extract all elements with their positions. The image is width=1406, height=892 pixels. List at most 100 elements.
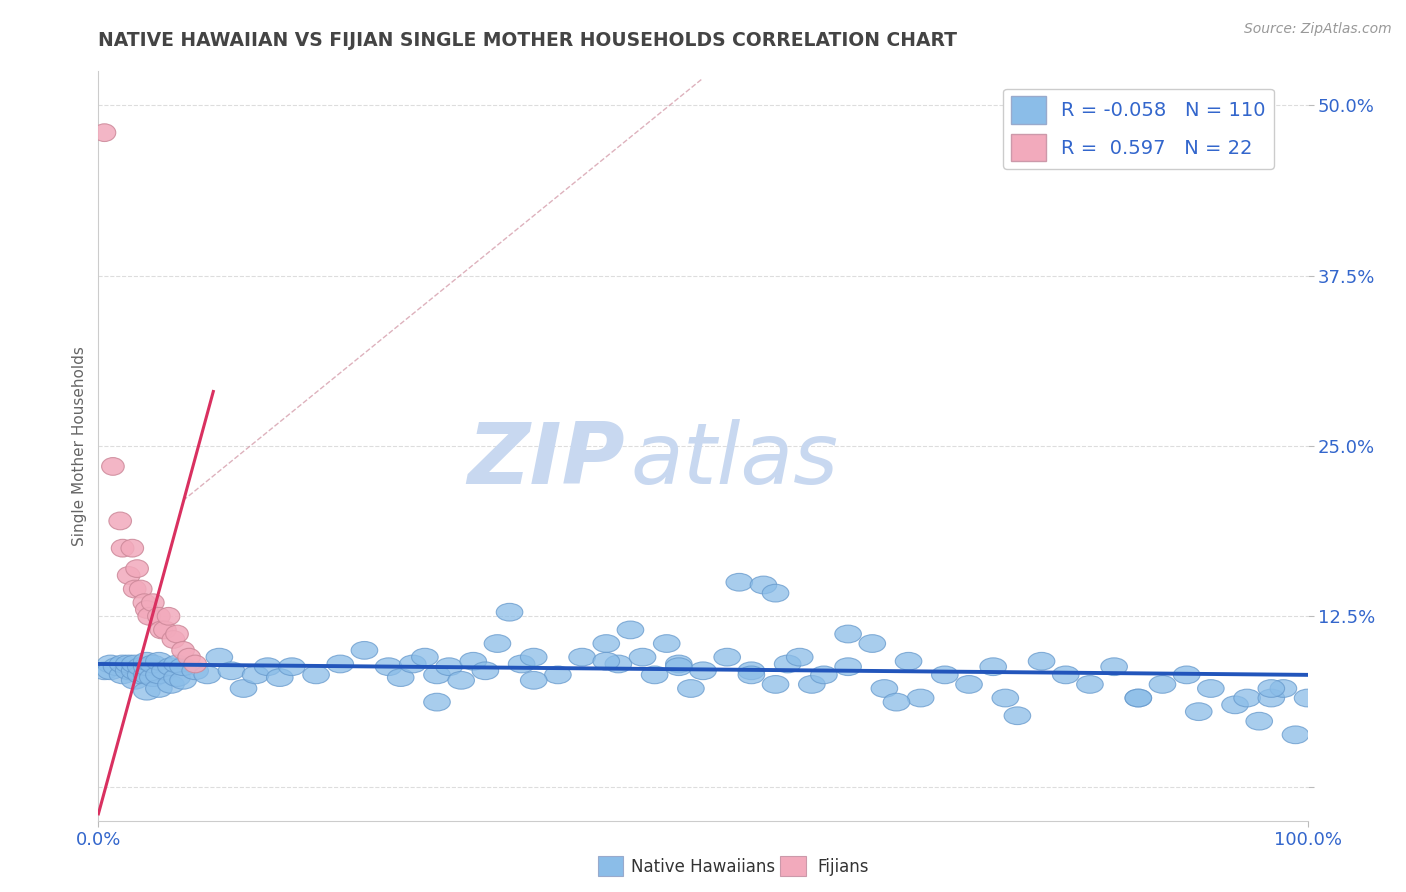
Ellipse shape	[738, 666, 765, 684]
Ellipse shape	[170, 657, 197, 675]
Ellipse shape	[91, 662, 118, 680]
Ellipse shape	[1125, 690, 1152, 706]
Ellipse shape	[641, 666, 668, 684]
Ellipse shape	[150, 621, 173, 639]
Ellipse shape	[267, 669, 292, 687]
Ellipse shape	[980, 657, 1007, 675]
Ellipse shape	[110, 655, 136, 673]
Ellipse shape	[148, 607, 170, 625]
Text: atlas: atlas	[630, 419, 838, 502]
Ellipse shape	[907, 690, 934, 706]
Ellipse shape	[124, 580, 146, 598]
Ellipse shape	[725, 574, 752, 591]
Ellipse shape	[163, 655, 190, 673]
Ellipse shape	[177, 648, 201, 666]
Ellipse shape	[520, 648, 547, 666]
Ellipse shape	[484, 635, 510, 652]
Ellipse shape	[111, 540, 134, 557]
Ellipse shape	[242, 666, 269, 684]
Ellipse shape	[121, 662, 148, 680]
Ellipse shape	[872, 680, 897, 698]
Ellipse shape	[1149, 675, 1175, 693]
Ellipse shape	[108, 512, 132, 530]
Ellipse shape	[139, 655, 166, 673]
Ellipse shape	[762, 584, 789, 602]
Ellipse shape	[738, 662, 765, 680]
Ellipse shape	[146, 680, 172, 698]
Ellipse shape	[134, 682, 160, 700]
Ellipse shape	[1270, 680, 1296, 698]
Ellipse shape	[142, 594, 165, 612]
Ellipse shape	[1222, 696, 1249, 714]
FancyBboxPatch shape	[598, 856, 623, 876]
Ellipse shape	[1101, 657, 1128, 675]
Ellipse shape	[157, 607, 180, 625]
Ellipse shape	[654, 635, 681, 652]
Ellipse shape	[115, 662, 142, 680]
Ellipse shape	[665, 657, 692, 675]
Ellipse shape	[172, 641, 194, 659]
Ellipse shape	[1295, 690, 1320, 706]
Ellipse shape	[1198, 680, 1225, 698]
Ellipse shape	[135, 600, 157, 618]
Ellipse shape	[218, 662, 245, 680]
Ellipse shape	[544, 666, 571, 684]
Ellipse shape	[399, 655, 426, 673]
Ellipse shape	[101, 458, 124, 475]
Ellipse shape	[125, 560, 149, 577]
Ellipse shape	[436, 657, 463, 675]
Ellipse shape	[678, 680, 704, 698]
Ellipse shape	[110, 666, 136, 684]
Ellipse shape	[181, 662, 208, 680]
Legend: R = -0.058   N = 110, R =  0.597   N = 22: R = -0.058 N = 110, R = 0.597 N = 22	[1002, 88, 1274, 169]
Ellipse shape	[138, 607, 160, 625]
Ellipse shape	[751, 576, 776, 594]
Ellipse shape	[146, 666, 172, 684]
Ellipse shape	[1174, 666, 1199, 684]
Ellipse shape	[134, 657, 160, 675]
Ellipse shape	[166, 625, 188, 643]
Ellipse shape	[207, 648, 232, 666]
Ellipse shape	[152, 662, 179, 680]
Ellipse shape	[157, 657, 184, 675]
Ellipse shape	[1282, 726, 1309, 744]
Ellipse shape	[162, 631, 184, 648]
Ellipse shape	[128, 666, 155, 684]
Ellipse shape	[1004, 706, 1031, 724]
Ellipse shape	[121, 655, 148, 673]
Ellipse shape	[932, 666, 957, 684]
Ellipse shape	[328, 655, 353, 673]
Ellipse shape	[146, 652, 172, 670]
Ellipse shape	[509, 655, 534, 673]
Ellipse shape	[1125, 690, 1152, 706]
Ellipse shape	[799, 675, 825, 693]
Ellipse shape	[163, 669, 190, 687]
Ellipse shape	[388, 669, 413, 687]
Ellipse shape	[472, 662, 499, 680]
Ellipse shape	[1077, 675, 1104, 693]
Ellipse shape	[956, 675, 983, 693]
Ellipse shape	[593, 635, 620, 652]
Ellipse shape	[762, 675, 789, 693]
Ellipse shape	[665, 655, 692, 673]
Ellipse shape	[835, 657, 862, 675]
Ellipse shape	[569, 648, 595, 666]
Ellipse shape	[496, 603, 523, 621]
Ellipse shape	[117, 566, 141, 584]
Text: Fijians: Fijians	[818, 858, 869, 876]
Ellipse shape	[993, 690, 1018, 706]
Ellipse shape	[115, 655, 142, 673]
Ellipse shape	[128, 657, 155, 675]
Ellipse shape	[423, 693, 450, 711]
Ellipse shape	[423, 666, 450, 684]
Ellipse shape	[811, 666, 837, 684]
Y-axis label: Single Mother Households: Single Mother Households	[72, 346, 87, 546]
Ellipse shape	[617, 621, 644, 639]
Ellipse shape	[1053, 666, 1078, 684]
Ellipse shape	[254, 657, 281, 675]
Ellipse shape	[375, 657, 402, 675]
Ellipse shape	[157, 675, 184, 693]
Ellipse shape	[1258, 690, 1285, 706]
Ellipse shape	[605, 655, 631, 673]
Ellipse shape	[278, 657, 305, 675]
